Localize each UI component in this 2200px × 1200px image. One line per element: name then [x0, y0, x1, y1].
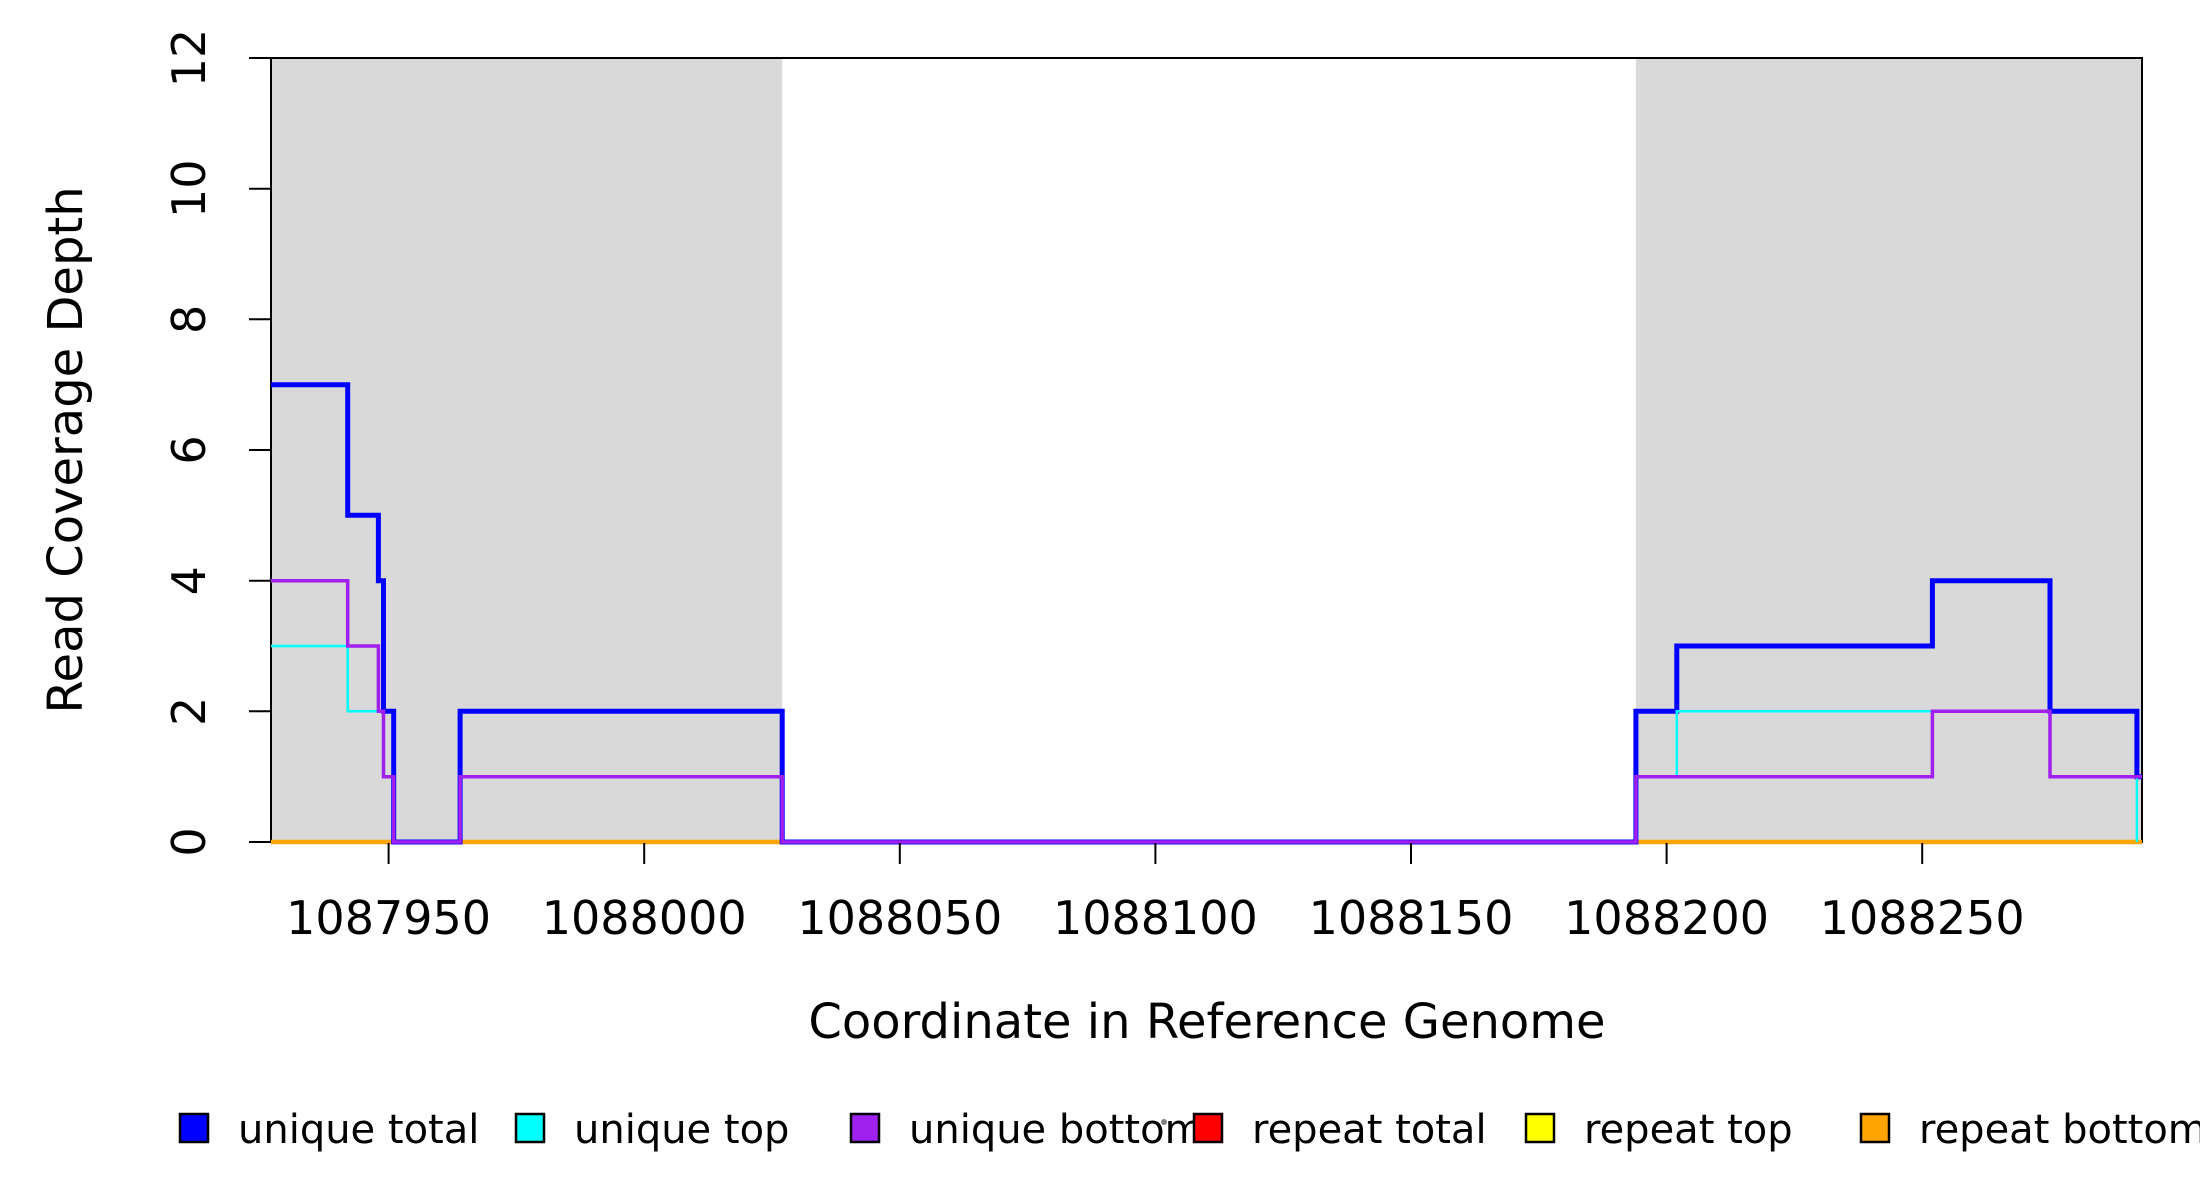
y-tick-label: 6 — [162, 435, 216, 464]
stray-dot — [1161, 1119, 1167, 1125]
y-tick-label: 4 — [162, 566, 216, 595]
x-axis-title: Coordinate in Reference Genome — [808, 994, 1605, 1050]
y-tick-label: 0 — [162, 827, 216, 856]
legend-swatch-repeat-total — [1192, 1112, 1224, 1144]
repeat-region-right — [1635, 58, 2142, 842]
legend-swatch-unique-total — [178, 1112, 210, 1144]
legend-item-unique-total: unique total — [178, 1107, 479, 1153]
legend-label: repeat top — [1584, 1107, 1793, 1153]
x-tick-label: 1088200 — [1564, 891, 1769, 945]
legend-item-repeat-total: repeat total — [1192, 1107, 1487, 1153]
legend-swatch-repeat-top — [1524, 1112, 1556, 1144]
legend-label: unique top — [574, 1107, 789, 1153]
legend-label: unique total — [238, 1107, 479, 1153]
x-tick-label: 1087950 — [286, 891, 491, 945]
legend-label: repeat bottom — [1919, 1107, 2200, 1153]
y-tick-label: 10 — [162, 159, 216, 218]
y-tick-label: 12 — [162, 29, 216, 88]
x-tick-label: 1088100 — [1053, 891, 1258, 945]
series-line-unique-bottom — [271, 578, 2142, 844]
legend-item-unique-bottom: unique bottom — [849, 1107, 1204, 1153]
y-tick-label: 2 — [162, 697, 216, 726]
x-tick-label: 1088150 — [1309, 891, 1514, 945]
legend-item-repeat-bottom: repeat bottom — [1859, 1107, 2200, 1153]
x-tick-label: 1088050 — [797, 891, 1002, 945]
y-axis-title: Read Coverage Depth — [38, 186, 94, 713]
x-tick-label: 1088250 — [1820, 891, 2025, 945]
legend-item-repeat-top: repeat top — [1524, 1107, 1793, 1153]
legend-swatch-unique-bottom — [849, 1112, 881, 1144]
x-tick-label: 1088000 — [542, 891, 747, 945]
legend-item-unique-top: unique top — [514, 1107, 789, 1153]
legend-swatch-unique-top — [514, 1112, 546, 1144]
legend-label: repeat total — [1252, 1107, 1487, 1153]
legend-swatch-repeat-bottom — [1859, 1112, 1891, 1144]
y-tick-label: 8 — [162, 305, 216, 334]
legend-label: unique bottom — [909, 1107, 1204, 1153]
